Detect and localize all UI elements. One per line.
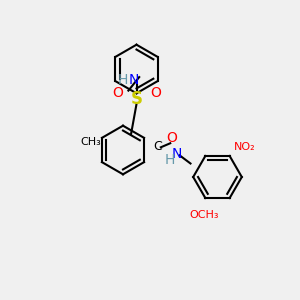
Text: C: C	[154, 140, 163, 153]
Text: N: N	[129, 73, 139, 87]
Text: H: H	[165, 152, 175, 167]
Text: O: O	[150, 86, 161, 100]
Text: O: O	[112, 86, 123, 100]
Text: N: N	[172, 147, 182, 161]
Text: H: H	[118, 73, 128, 87]
Text: CH₃: CH₃	[80, 136, 101, 147]
Text: S: S	[130, 90, 142, 108]
Text: OCH₃: OCH₃	[189, 209, 219, 220]
Text: O: O	[166, 131, 177, 145]
Text: NO₂: NO₂	[234, 142, 255, 152]
